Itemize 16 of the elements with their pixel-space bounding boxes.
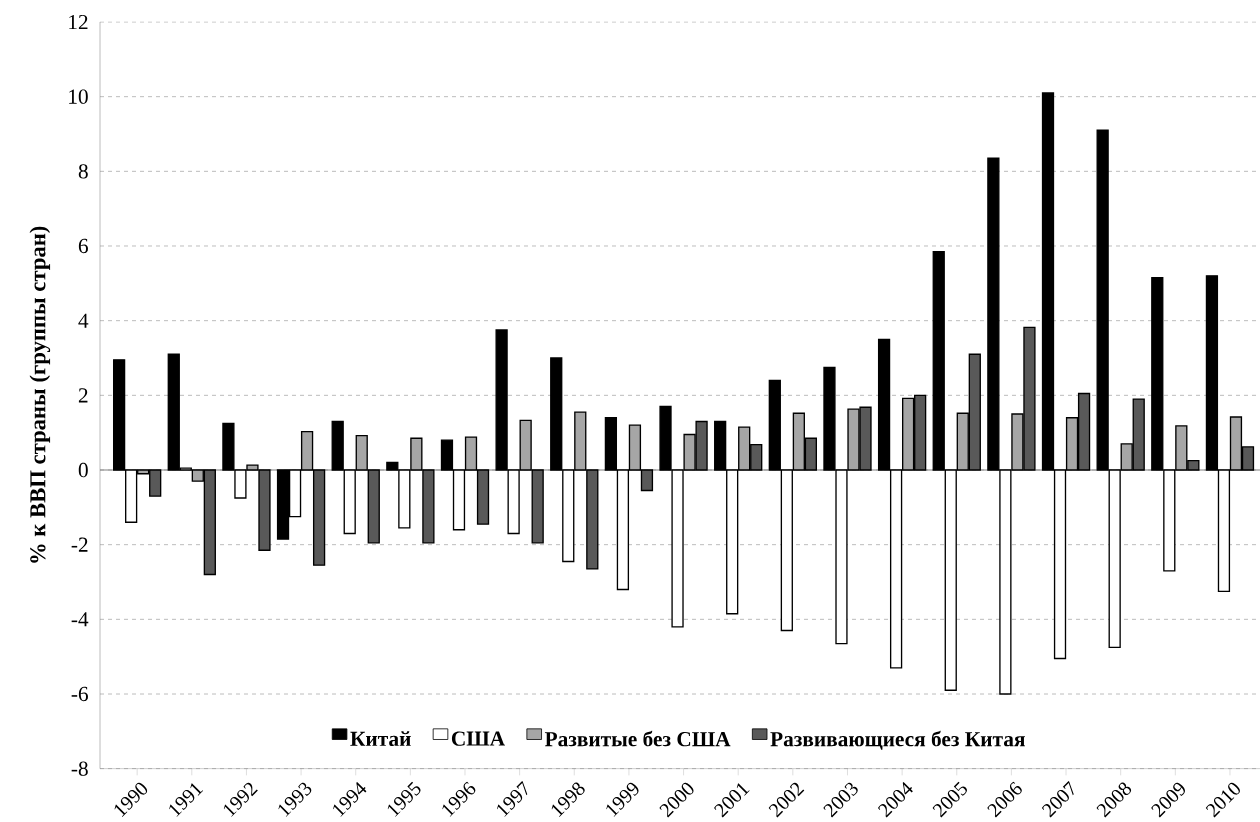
y-axis-title: % к ВВП страны (группы стран) bbox=[29, 226, 51, 563]
y-tick-label: 0 bbox=[78, 462, 88, 478]
y-tick-label: 6 bbox=[78, 238, 88, 254]
y-tick-label: -6 bbox=[71, 686, 88, 702]
y-tick-label: -2 bbox=[71, 537, 88, 552]
y-tick-label: 12 bbox=[69, 14, 88, 30]
y-tick-label: 8 bbox=[78, 164, 88, 179]
y-tick-label: 2 bbox=[78, 388, 88, 403]
legend-label: Развитые без США bbox=[544, 730, 731, 747]
y-tick-label: 4 bbox=[78, 313, 89, 328]
legend-label: Развивающиеся без Китая bbox=[770, 730, 1025, 750]
y-tick-label: 10 bbox=[69, 89, 88, 104]
legend-label: США bbox=[451, 731, 505, 746]
y-tick-label: -4 bbox=[71, 612, 89, 627]
legend-label: Китай bbox=[350, 731, 411, 747]
y-tick-label: -8 bbox=[71, 761, 88, 776]
